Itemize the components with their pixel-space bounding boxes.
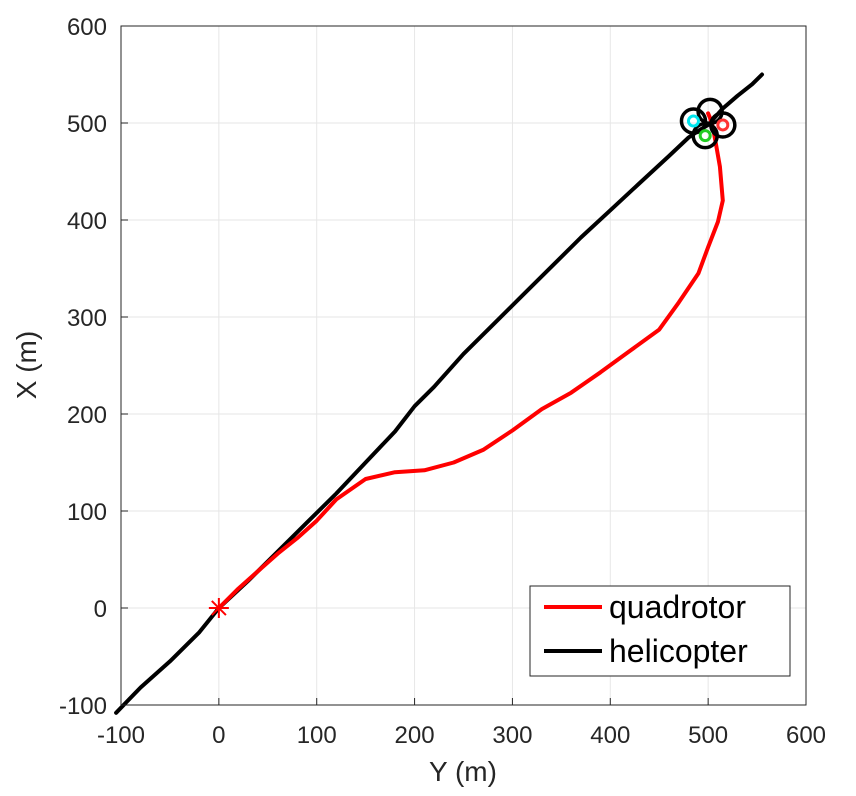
y-axis-label: X (m) [11,331,42,399]
y-tick-label: 600 [67,14,107,41]
axes-box [120,25,807,706]
endpoint-dot-marker [716,118,730,132]
y-tick-label: 100 [67,499,107,526]
y-tick-label: 200 [67,402,107,429]
legend-label-quadrotor: quadrotor [609,589,746,625]
endpoint-dot-marker [698,129,712,143]
x-axis-label: Y (m) [429,756,497,787]
x-tick-label: 100 [297,722,337,749]
y-tick-label: 0 [94,596,107,623]
x-tick-label: 400 [590,722,630,749]
tick-labels: -100 0 100 200 300 400 500 600 -100 0 100 200 300 400… [59,14,826,749]
y-tick-label: 500 [67,111,107,138]
x-tick-label: 0 [212,722,225,749]
legend-label-helicopter: helicopter [609,633,748,669]
legend: quadrotor helicopter [529,585,791,677]
y-tick-label: 400 [67,208,107,235]
start-asterisk-marker [208,598,229,618]
x-tick-label: -100 [97,722,145,749]
x-tick-label: 500 [688,722,728,749]
y-tick-label: 300 [67,305,107,332]
x-tick-label: 600 [786,722,826,749]
legend-box [529,585,791,677]
endpoint-dot-marker [686,114,700,128]
ticks [120,25,807,706]
x-tick-label: 300 [492,722,532,749]
markers-layer [208,97,737,618]
x-tick-label: 200 [395,722,435,749]
y-tick-label: -100 [59,693,107,720]
series-line-quadrotor [216,111,725,610]
endpoint-circle-marker [691,121,719,150]
